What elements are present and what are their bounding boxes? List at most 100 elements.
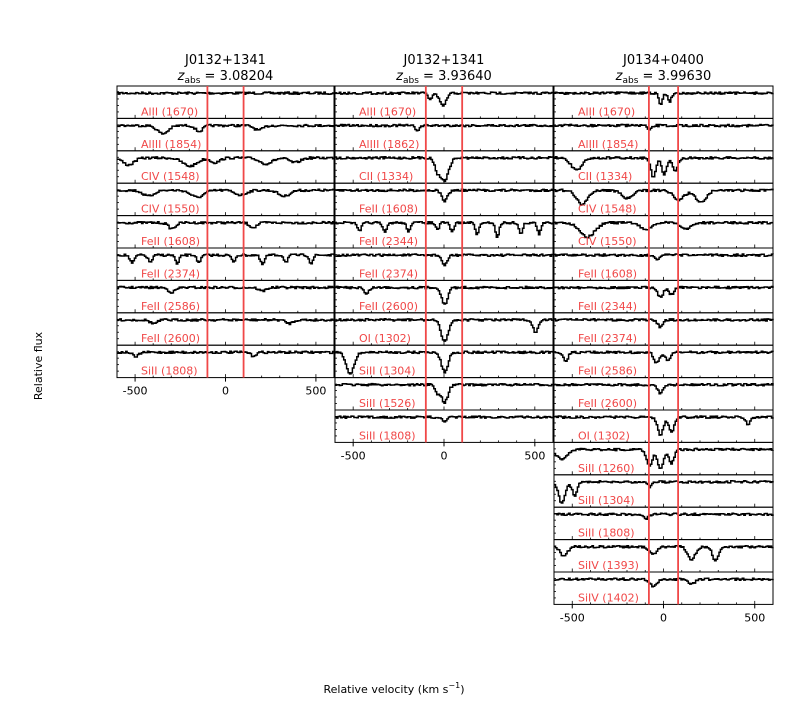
- panel-civ-1548: CIV (1548): [116, 150, 335, 184]
- x-tick-label: 0: [441, 449, 448, 462]
- ion-label: AlII (1670): [578, 105, 635, 118]
- flux-spectrum: [335, 415, 554, 423]
- panel-feii-2600: FeII (2600): [334, 279, 554, 314]
- ion-label: AlIII (1854): [141, 138, 201, 151]
- panel-siii-1260: SiII (1260): [553, 441, 774, 476]
- panel-feii-2344: FeII (2344): [334, 215, 554, 249]
- flux-spectrum: [335, 350, 554, 375]
- ion-label: CII (1334): [359, 170, 413, 183]
- redshift-value: = 3.08204: [200, 69, 273, 84]
- flux-spectrum: [117, 123, 335, 135]
- ion-label: FeII (2586): [141, 300, 200, 313]
- x-tick-label: -500: [123, 385, 148, 398]
- panel-siii-1304: SiII (1304): [553, 474, 774, 508]
- ion-label: CIV (1548): [578, 203, 637, 216]
- ion-label: AlIII (1854): [578, 138, 638, 151]
- ion-label: CIV (1548): [141, 170, 200, 183]
- ion-label: AlIII (1862): [359, 138, 419, 151]
- panel-feii-2600: FeII (2600): [553, 377, 774, 411]
- panel-feii-2586: FeII (2586): [116, 279, 335, 314]
- panel-siii-1808: SiII (1808): [553, 506, 774, 541]
- flux-spectrum: [335, 382, 554, 405]
- y-axis-label: Relative flux: [32, 331, 45, 400]
- flux-spectrum: [335, 318, 554, 342]
- redshift-symbol: z: [615, 69, 624, 84]
- column-title: J0134+0400: [622, 53, 704, 68]
- flux-spectrum: [554, 350, 774, 364]
- panel-civ-1548: CIV (1548): [553, 182, 774, 217]
- redshift-subscript: abs: [403, 76, 419, 86]
- flux-spectrum: [554, 285, 774, 298]
- ion-label: SiII (1808): [141, 365, 198, 378]
- flux-spectrum: [117, 220, 335, 230]
- panel-siii-1304: SiII (1304): [334, 344, 554, 379]
- panel-alii-1670: AlII (1670): [116, 85, 335, 119]
- flux-spectrum: [335, 156, 554, 183]
- flux-spectrum: [554, 318, 774, 329]
- redshift-subscript: abs: [622, 76, 638, 86]
- ion-label: FeII (2586): [578, 365, 637, 378]
- ion-label: SiIV (1402): [578, 591, 639, 604]
- panel-feii-2600: FeII (2600): [116, 312, 335, 346]
- x-axis-label-unit-exponent: −1: [448, 681, 460, 690]
- ion-label: OI (1302): [359, 332, 411, 345]
- panel-cii-1334: CII (1334): [334, 150, 554, 184]
- flux-spectrum: [554, 415, 774, 436]
- x-tick-label: 0: [222, 385, 229, 398]
- ion-label: FeII (2600): [141, 332, 200, 345]
- ion-label: CIV (1550): [141, 203, 200, 216]
- column-redshift: zabs = 3.93640: [395, 69, 492, 86]
- flux-spectrum: [335, 91, 554, 107]
- panel-siiv-1402: SiIV (1402): [553, 571, 774, 605]
- flux-spectrum: [554, 188, 774, 206]
- panel-siii-1808: SiII (1808): [116, 344, 335, 379]
- x-axis-label: Relative velocity (km s−1): [323, 681, 464, 696]
- panel-feii-1608: FeII (1608): [116, 215, 335, 249]
- flux-spectrum: [335, 123, 554, 132]
- redshift-symbol: z: [395, 69, 404, 84]
- x-axis-label-main: Relative velocity (km s: [323, 683, 448, 696]
- flux-spectrum: [554, 544, 774, 562]
- flux-spectrum: [554, 91, 774, 105]
- flux-spectrum: [117, 188, 335, 199]
- panel-siiv-1393: SiIV (1393): [553, 539, 774, 573]
- flux-spectrum: [554, 480, 774, 504]
- ion-label: FeII (2344): [359, 235, 418, 248]
- ion-label: AlII (1670): [359, 105, 416, 118]
- flux-spectrum: [117, 253, 335, 266]
- ion-label: SiII (1808): [578, 527, 635, 540]
- x-tick-label: 500: [524, 449, 545, 462]
- flux-spectrum: [554, 512, 774, 520]
- ion-label: FeII (1608): [141, 235, 200, 248]
- ion-label: SiII (1808): [359, 429, 416, 442]
- x-tick-label: 0: [660, 611, 667, 624]
- panel-alii-1670: AlII (1670): [334, 85, 554, 119]
- ion-label: SiII (1304): [578, 494, 635, 507]
- panel-feii-1608: FeII (1608): [553, 247, 774, 281]
- flux-spectrum: [554, 382, 774, 395]
- column-title: J0132+1341: [403, 53, 485, 68]
- ion-label: FeII (2374): [578, 332, 637, 345]
- panel-feii-2374: FeII (2374): [334, 247, 554, 281]
- redshift-subscript: abs: [184, 76, 200, 86]
- flux-spectrum: [117, 318, 335, 326]
- redshift-symbol: z: [177, 69, 186, 84]
- panel-siii-1526: SiII (1526): [334, 377, 554, 411]
- ion-label: FeII (2344): [578, 300, 637, 313]
- panel-oi-1302: OI (1302): [334, 312, 554, 346]
- ion-label: FeII (1608): [359, 203, 418, 216]
- ion-label: AlII (1670): [141, 105, 198, 118]
- column-redshift: zabs = 3.99630: [615, 69, 712, 86]
- ion-label: FeII (2374): [359, 267, 418, 280]
- panel-aliii-1854: AlIII (1854): [116, 117, 335, 152]
- x-tick-label: 500: [744, 611, 765, 624]
- flux-spectrum: [117, 350, 335, 358]
- column-redshift: zabs = 3.08204: [177, 69, 274, 86]
- flux-spectrum: [554, 447, 774, 470]
- flux-spectrum: [335, 220, 554, 239]
- panel-feii-2374: FeII (2374): [553, 312, 774, 346]
